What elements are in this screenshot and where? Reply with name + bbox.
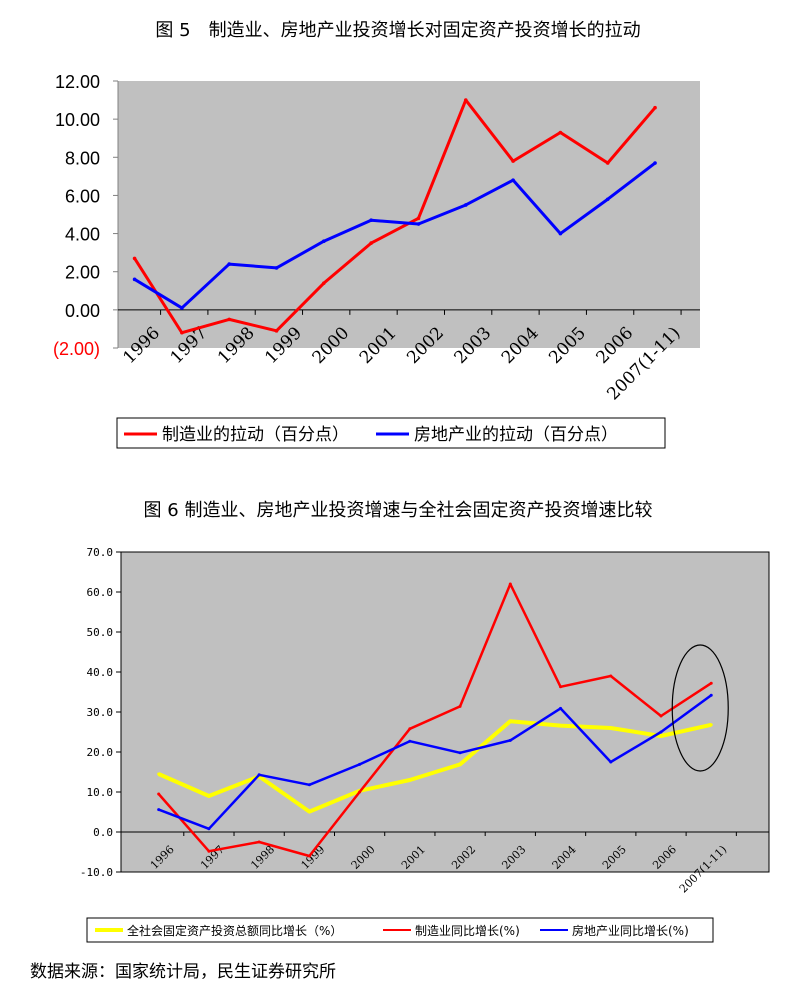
y-tick-label: 10.00 xyxy=(55,110,100,130)
y-tick-label: 6.00 xyxy=(65,186,100,206)
data-point xyxy=(274,266,279,270)
data-point xyxy=(559,706,563,710)
y-tick-label: 4.00 xyxy=(65,225,100,245)
data-point xyxy=(157,772,161,776)
data-point xyxy=(307,783,311,787)
data-point xyxy=(227,262,231,266)
data-point xyxy=(307,854,311,858)
series-line-3 xyxy=(158,694,712,831)
data-point xyxy=(180,306,184,310)
data-source-note: 数据来源：国家统计局，民生证券研究所 xyxy=(30,962,336,982)
data-point xyxy=(659,730,663,734)
y-tick-label: 2.00 xyxy=(65,263,100,283)
data-point xyxy=(180,330,184,335)
y-tick-label: (2.00) xyxy=(53,339,100,359)
legend: 制造业的拉动（百分点） 房地产业的拉动（百分点） xyxy=(116,417,666,449)
data-point xyxy=(358,762,362,766)
data-point xyxy=(463,203,468,207)
legend-label: 制造业同比增长(%) xyxy=(415,924,520,938)
y-tick-label: 60.0 xyxy=(87,586,114,599)
data-point xyxy=(408,727,412,731)
plot-area xyxy=(118,81,700,348)
y-tick-label: 10.0 xyxy=(87,786,114,799)
data-point xyxy=(458,704,462,708)
data-point xyxy=(132,277,137,282)
data-point xyxy=(369,218,373,223)
data-point xyxy=(322,281,326,285)
data-point xyxy=(508,719,512,723)
data-point xyxy=(458,762,462,766)
data-point xyxy=(463,98,468,102)
data-point xyxy=(605,197,610,202)
data-point xyxy=(207,849,211,853)
data-point xyxy=(558,231,563,236)
data-point xyxy=(408,778,412,782)
data-point xyxy=(559,724,563,728)
data-point xyxy=(257,773,261,777)
legend-label: 制造业的拉动（百分点） xyxy=(162,425,349,445)
data-point xyxy=(511,178,515,182)
legend-label: 全社会固定资产投资总额同比增长（%） xyxy=(127,923,342,938)
data-point xyxy=(207,794,211,798)
data-point xyxy=(659,714,663,718)
data-point xyxy=(157,792,161,796)
series-line-1 xyxy=(133,98,657,335)
figure6-title: 图 6 制造业、房地产业投资增速与全社会固定资产投资增速比较 xyxy=(143,500,653,521)
data-point xyxy=(207,827,211,831)
legend: 全社会固定资产投资总额同比增长（%） 制造业同比增长(%) 房地产业同比增长(%) xyxy=(86,917,714,943)
y-tick-label: -10.0 xyxy=(80,866,113,879)
legend-label: 房地产业的拉动（百分点） xyxy=(414,425,618,445)
data-point xyxy=(558,130,563,135)
data-point xyxy=(358,790,362,794)
data-point xyxy=(559,685,563,689)
y-tick-label: 0.0 xyxy=(93,826,113,839)
data-point xyxy=(132,256,137,261)
data-point xyxy=(369,241,373,245)
data-point xyxy=(322,239,326,243)
y-tick-label: 30.0 xyxy=(87,706,114,719)
highlight-ellipse xyxy=(671,644,729,772)
data-point xyxy=(508,582,512,586)
series-line-1 xyxy=(157,719,712,814)
data-point xyxy=(709,693,713,697)
y-tick-label: 20.0 xyxy=(87,746,114,759)
data-point xyxy=(659,734,663,738)
y-tick-label: 12.00 xyxy=(55,72,100,92)
data-point xyxy=(416,222,421,226)
data-point xyxy=(609,726,613,730)
figure6-chart: 70.060.050.040.030.020.010.00.0-10.01996… xyxy=(80,546,770,943)
data-point xyxy=(408,739,412,743)
data-point xyxy=(458,751,462,755)
y-tick-label: 0.00 xyxy=(65,301,100,321)
y-tick-label: 70.0 xyxy=(87,546,114,559)
y-tick-label: 8.00 xyxy=(65,148,100,168)
data-point xyxy=(609,760,613,764)
y-tick-label: 50.0 xyxy=(87,626,114,639)
data-point xyxy=(609,674,613,678)
legend-label: 房地产业同比增长(%) xyxy=(572,923,689,938)
data-point xyxy=(653,105,657,110)
data-point xyxy=(416,216,421,221)
data-point xyxy=(257,840,261,844)
y-tick-label: 40.0 xyxy=(87,666,114,679)
figure5-title: 图 5 制造业、房地产业投资增长对固定资产投资增长的拉动 xyxy=(155,20,641,41)
data-point xyxy=(605,161,610,165)
data-point xyxy=(709,723,713,727)
data-point xyxy=(227,317,231,322)
data-point xyxy=(508,738,512,742)
series-line-2 xyxy=(157,582,712,858)
data-point xyxy=(709,681,713,685)
data-point xyxy=(307,810,311,814)
data-point xyxy=(274,329,279,333)
data-point xyxy=(157,808,161,812)
data-point xyxy=(511,159,515,163)
data-point xyxy=(653,161,657,165)
series-line-2 xyxy=(133,161,656,310)
